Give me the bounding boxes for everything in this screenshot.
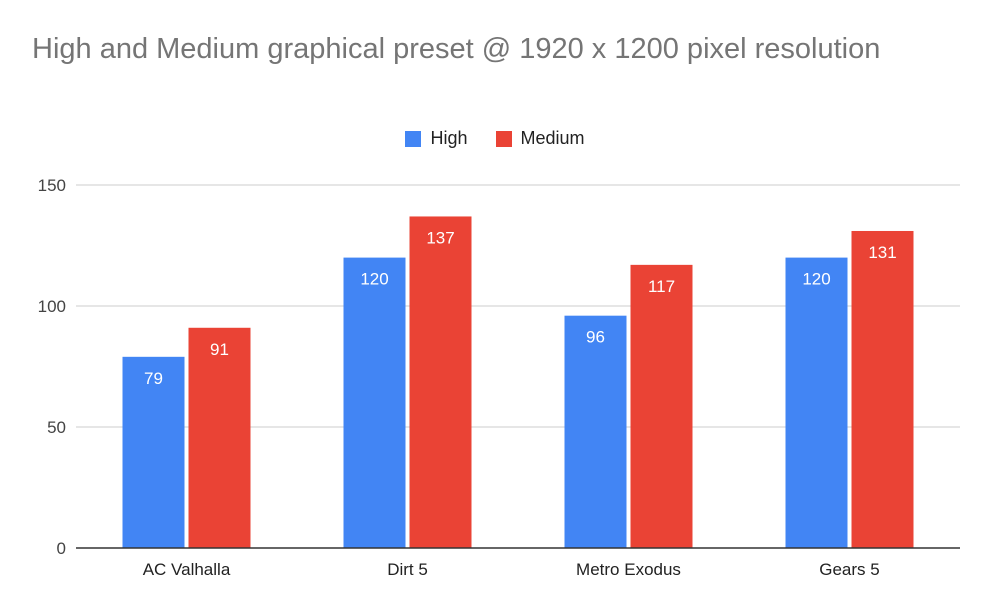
y-tick-label: 150 — [38, 176, 66, 195]
bar-high[interactable] — [343, 257, 406, 548]
legend-item-medium[interactable]: Medium — [495, 128, 585, 149]
data-label: 120 — [360, 270, 388, 289]
x-category-label: AC Valhalla — [143, 560, 231, 579]
x-category-label: Gears 5 — [819, 560, 879, 579]
data-label: 120 — [802, 270, 830, 289]
legend-label-medium: Medium — [520, 128, 585, 148]
data-label: 79 — [144, 369, 163, 388]
legend-swatch-high — [405, 130, 422, 147]
bar-medium[interactable] — [851, 230, 914, 549]
bar-high[interactable] — [785, 257, 848, 548]
y-tick-label: 50 — [47, 418, 66, 437]
data-label: 137 — [426, 228, 454, 247]
bar-high[interactable] — [122, 356, 185, 548]
y-tick-label: 0 — [57, 539, 66, 558]
chart-title: High and Medium graphical preset @ 1920 … — [32, 33, 881, 65]
data-label: 96 — [586, 328, 605, 347]
y-tick-label: 100 — [38, 297, 66, 316]
legend-item-high[interactable]: High — [405, 128, 468, 149]
bar-medium[interactable] — [630, 264, 693, 548]
x-category-label: Metro Exodus — [576, 560, 681, 579]
bar-high[interactable] — [564, 315, 627, 548]
legend-label-high: High — [430, 128, 468, 148]
data-label: 91 — [210, 340, 229, 359]
x-category-label: Dirt 5 — [387, 560, 428, 579]
bar-medium[interactable] — [188, 327, 251, 548]
legend-swatch-medium — [495, 130, 512, 147]
legend: High Medium — [0, 128, 990, 149]
data-label: 131 — [868, 243, 896, 262]
data-label: 117 — [648, 277, 675, 296]
bar-medium[interactable] — [409, 216, 472, 548]
